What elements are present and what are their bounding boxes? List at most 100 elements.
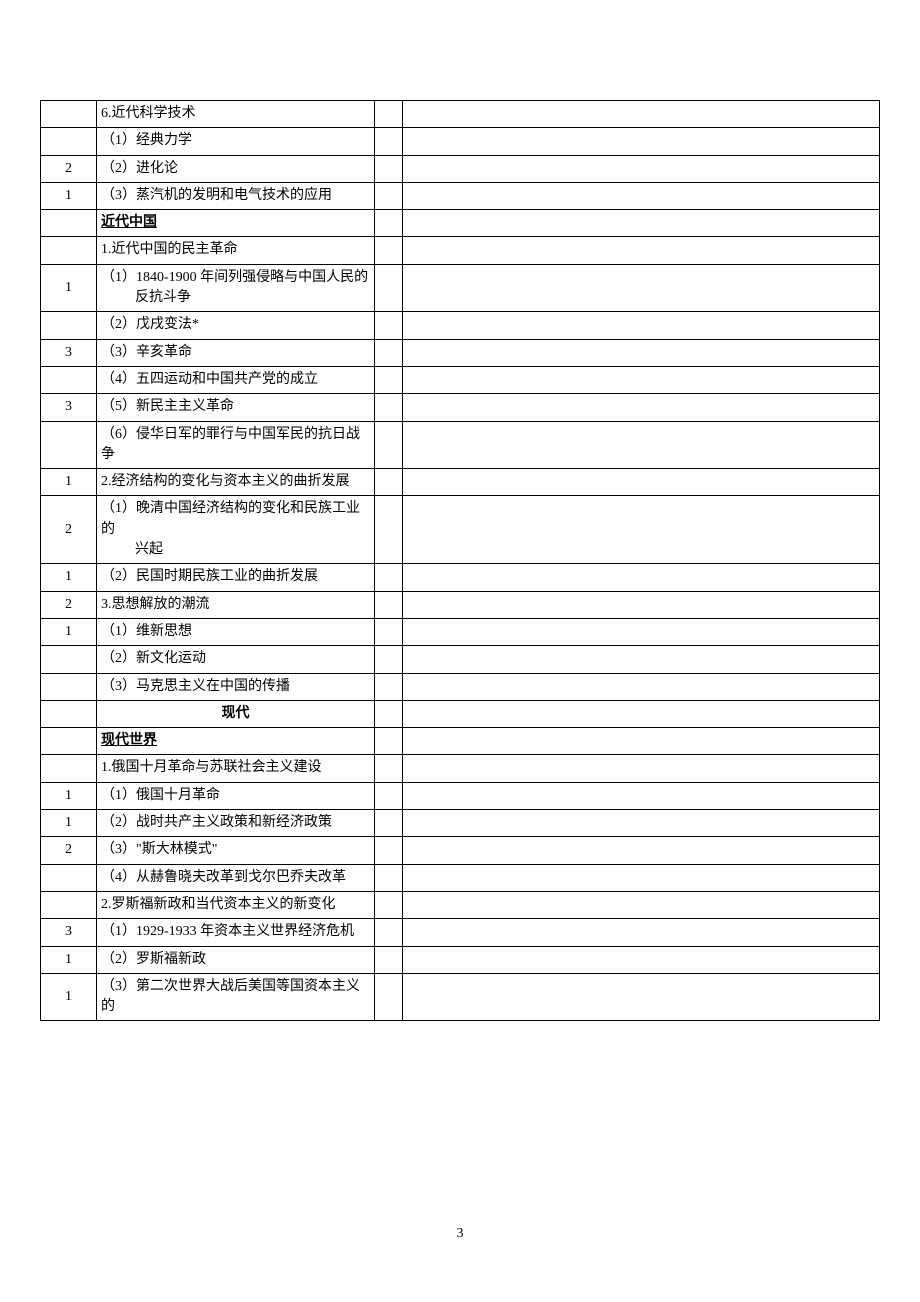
table-row: 1（2）民国时期民族工业的曲折发展 (41, 564, 880, 591)
table-row: 3（5）新民主主义革命 (41, 394, 880, 421)
table-row: （2）戊戌变法* (41, 312, 880, 339)
spacer-cell (375, 237, 403, 264)
spacer-cell (375, 864, 403, 891)
spacer-cell (375, 128, 403, 155)
row-number-cell: 2 (41, 496, 97, 564)
notes-cell (403, 469, 880, 496)
row-number-cell: 2 (41, 591, 97, 618)
spacer-cell (375, 155, 403, 182)
row-number-cell (41, 366, 97, 393)
table-row: 现代世界 (41, 728, 880, 755)
row-number-cell: 3 (41, 339, 97, 366)
topic-cell: 2.经济结构的变化与资本主义的曲折发展 (97, 469, 375, 496)
spacer-cell (375, 394, 403, 421)
topic-cell: （3）辛亥革命 (97, 339, 375, 366)
row-number-cell: 3 (41, 394, 97, 421)
topic-cell: （3）蒸汽机的发明和电气技术的应用 (97, 182, 375, 209)
table-row: 现代 (41, 700, 880, 727)
spacer-cell (375, 101, 403, 128)
table-row: （4）五四运动和中国共产党的成立 (41, 366, 880, 393)
topic-cell: 现代 (97, 700, 375, 727)
table-row: 2（1）晚清中国经济结构的变化和民族工业的兴起 (41, 496, 880, 564)
notes-cell (403, 646, 880, 673)
spacer-cell (375, 700, 403, 727)
table-row: 1（3）蒸汽机的发明和电气技术的应用 (41, 182, 880, 209)
topic-cell: （2）进化论 (97, 155, 375, 182)
row-number-cell (41, 421, 97, 469)
topic-cell: 近代中国 (97, 210, 375, 237)
spacer-cell (375, 469, 403, 496)
notes-cell (403, 155, 880, 182)
row-number-cell (41, 646, 97, 673)
topic-cell: 3.思想解放的潮流 (97, 591, 375, 618)
notes-cell (403, 394, 880, 421)
topic-cell: （2）战时共产主义政策和新经济政策 (97, 810, 375, 837)
spacer-cell (375, 591, 403, 618)
table-row: 12.经济结构的变化与资本主义的曲折发展 (41, 469, 880, 496)
syllabus-table: 6.近代科学技术（1）经典力学2（2）进化论1（3）蒸汽机的发明和电气技术的应用… (40, 100, 880, 1021)
table-row: 3（1）1929-1933 年资本主义世界经济危机 (41, 919, 880, 946)
notes-cell (403, 421, 880, 469)
notes-cell (403, 891, 880, 918)
topic-cell: （1）经典力学 (97, 128, 375, 155)
spacer-cell (375, 728, 403, 755)
document-page: 6.近代科学技术（1）经典力学2（2）进化论1（3）蒸汽机的发明和电气技术的应用… (0, 0, 920, 1302)
topic-cell: （2）戊戌变法* (97, 312, 375, 339)
table-row: 3（3）辛亥革命 (41, 339, 880, 366)
notes-cell (403, 864, 880, 891)
notes-cell (403, 182, 880, 209)
notes-cell (403, 101, 880, 128)
table-row: 1（1）维新思想 (41, 618, 880, 645)
notes-cell (403, 837, 880, 864)
row-number-cell: 2 (41, 837, 97, 864)
row-number-cell: 1 (41, 782, 97, 809)
table-row: 2（2）进化论 (41, 155, 880, 182)
topic-cell: （1）1840-1900 年间列强侵略与中国人民的反抗斗争 (97, 264, 375, 312)
row-number-cell (41, 101, 97, 128)
topic-cell: （2）民国时期民族工业的曲折发展 (97, 564, 375, 591)
table-row: （3）马克思主义在中国的传播 (41, 673, 880, 700)
notes-cell (403, 728, 880, 755)
notes-cell (403, 339, 880, 366)
topic-cell: 6.近代科学技术 (97, 101, 375, 128)
topic-cell: （5）新民主主义革命 (97, 394, 375, 421)
topic-cell: 现代世界 (97, 728, 375, 755)
notes-cell (403, 618, 880, 645)
table-row: 1（3）第二次世界大战后美国等国资本主义的 (41, 973, 880, 1021)
row-number-cell (41, 891, 97, 918)
row-number-cell: 3 (41, 919, 97, 946)
row-number-cell (41, 728, 97, 755)
spacer-cell (375, 919, 403, 946)
topic-cell: （4）从赫鲁晓夫改革到戈尔巴乔夫改革 (97, 864, 375, 891)
notes-cell (403, 237, 880, 264)
spacer-cell (375, 837, 403, 864)
spacer-cell (375, 210, 403, 237)
notes-cell (403, 973, 880, 1021)
spacer-cell (375, 496, 403, 564)
table-row: 1（1）俄国十月革命 (41, 782, 880, 809)
spacer-cell (375, 182, 403, 209)
table-row: 2（3）"斯大林模式" (41, 837, 880, 864)
notes-cell (403, 366, 880, 393)
row-number-cell (41, 128, 97, 155)
notes-cell (403, 810, 880, 837)
spacer-cell (375, 339, 403, 366)
row-number-cell: 1 (41, 973, 97, 1021)
notes-cell (403, 700, 880, 727)
notes-cell (403, 673, 880, 700)
topic-cell: （6）侵华日军的罪行与中国军民的抗日战争 (97, 421, 375, 469)
spacer-cell (375, 782, 403, 809)
row-number-cell: 1 (41, 469, 97, 496)
table-row: 近代中国 (41, 210, 880, 237)
row-number-cell: 1 (41, 946, 97, 973)
table-row: 2.罗斯福新政和当代资本主义的新变化 (41, 891, 880, 918)
table-row: 1（1）1840-1900 年间列强侵略与中国人民的反抗斗争 (41, 264, 880, 312)
spacer-cell (375, 755, 403, 782)
topic-cell: （3）第二次世界大战后美国等国资本主义的 (97, 973, 375, 1021)
table-row: 1.俄国十月革命与苏联社会主义建设 (41, 755, 880, 782)
topic-cell: 2.罗斯福新政和当代资本主义的新变化 (97, 891, 375, 918)
page-number: 3 (0, 1226, 920, 1242)
row-number-cell (41, 312, 97, 339)
topic-cell: （1）俄国十月革命 (97, 782, 375, 809)
row-number-cell: 1 (41, 264, 97, 312)
